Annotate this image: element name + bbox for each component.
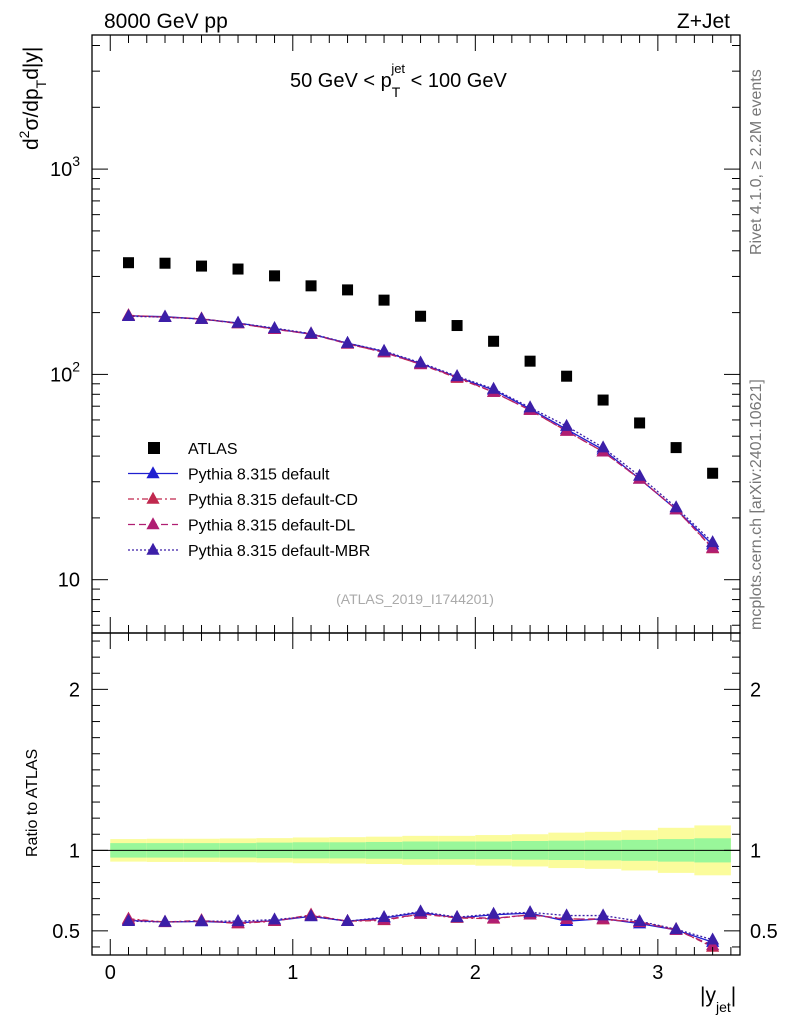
atlas-data-point <box>707 467 719 479</box>
x-tick-label: 1 <box>287 962 298 984</box>
ratio-tick-label-right: 0.5 <box>750 921 778 943</box>
legend-label-data: ATLAS <box>188 441 238 458</box>
mc-point-mbr <box>340 335 355 348</box>
atlas-data-point <box>159 257 171 269</box>
mc-point-mbr <box>413 355 428 368</box>
ratio-point-mbr <box>377 909 391 922</box>
legend-marker-dl <box>146 517 160 530</box>
legend-label-cd: Pythia 8.315 default-CD <box>188 492 358 509</box>
mc-point-mbr <box>559 418 574 431</box>
ratio-point-mbr <box>267 912 282 925</box>
ratio-point-mbr <box>413 904 428 917</box>
legend-label-mbr: Pythia 8.315 default-MBR <box>188 543 370 560</box>
legend-marker-atlas <box>148 442 160 454</box>
mc-point-mbr <box>486 381 501 394</box>
mc-point-mbr <box>121 309 136 322</box>
ratio-point-mbr <box>596 908 610 921</box>
mc-point-mbr <box>267 320 282 333</box>
atlas-data-point <box>305 280 317 292</box>
atlas-data-point <box>378 294 390 306</box>
ratio-tick-label-right: 1 <box>750 840 761 862</box>
ratio-point-mbr <box>231 913 245 926</box>
y-axis-label: d2σ/dpTd|y| <box>16 47 49 150</box>
analysis-id: (ATLAS_2019_I1744201) <box>336 591 494 607</box>
ratio-point-mbr <box>450 909 464 922</box>
mc-point-mbr <box>194 311 209 324</box>
process-label: Z+Jet <box>677 10 730 33</box>
y-tick-label: 103 <box>50 153 80 181</box>
atlas-data-point <box>670 442 682 454</box>
atlas-data-point <box>561 370 573 382</box>
mc-point-mbr <box>633 468 647 481</box>
ratio-point-mbr <box>669 922 683 935</box>
ratio-point-mbr <box>340 913 355 926</box>
cut-title: 50 GeV < pTjet < 100 GeV <box>290 61 507 100</box>
atlas-data-point <box>524 355 536 367</box>
ratio-line-cd <box>128 913 713 948</box>
ratio-tick-label-left: 1 <box>69 840 80 862</box>
mc-point-mbr <box>304 326 318 339</box>
ratio-tick-label-left: 0.5 <box>52 921 80 943</box>
mc-point-mbr <box>669 500 683 513</box>
mc-point-mbr <box>231 315 245 328</box>
x-axis-label: |yjet| <box>700 984 736 1015</box>
atlas-data-point <box>451 320 463 332</box>
legend-marker-mbr <box>146 542 160 555</box>
ratio-point-mbr <box>706 932 720 945</box>
atlas-data-point <box>597 394 609 406</box>
y-tick-label: 102 <box>50 358 80 386</box>
mc-point-mbr <box>450 369 464 382</box>
mc-line-cd <box>128 314 714 549</box>
legend-label-dl: Pythia 8.315 default-DL <box>188 518 355 535</box>
atlas-data-point <box>415 310 427 322</box>
mc-point-mbr <box>377 343 391 356</box>
atlas-data-point <box>342 284 354 296</box>
energy-label: 8000 GeV pp <box>104 10 228 33</box>
atlas-data-point <box>232 263 244 275</box>
mc-point-mbr <box>158 309 172 322</box>
atlas-data-point <box>634 417 646 429</box>
ratio-axis-label: Ratio to ATLAS <box>24 749 41 857</box>
legend-marker-cd <box>146 491 160 504</box>
x-tick-label: 2 <box>470 962 481 984</box>
ratio-line-dl <box>128 913 713 946</box>
mc-point-mbr <box>523 400 537 413</box>
legend-label-default: Pythia 8.315 default <box>188 467 330 484</box>
atlas-data-point <box>196 260 208 272</box>
x-tick-label: 0 <box>105 962 116 984</box>
ratio-tick-label-right: 2 <box>750 679 761 701</box>
mc-line-dl <box>128 315 714 549</box>
rivet-version-label: Rivet 4.1.0, ≥ 2.2M events <box>748 69 765 255</box>
mcplots-label: mcplots.cern.ch [arXiv:2401.10621] <box>748 379 765 630</box>
ratio-point-mbr <box>633 913 647 926</box>
ratio-tick-label-left: 2 <box>69 679 80 701</box>
ratio-frame <box>91 632 741 956</box>
ratio-point-mbr <box>304 909 318 922</box>
ratio-point-mbr <box>486 906 501 919</box>
legend: ATLAS Pythia 8.315 default Pythia 8.315 de… <box>128 441 370 560</box>
ratio-point-mbr <box>158 914 172 927</box>
mc-point-mbr <box>596 440 610 453</box>
atlas-data-point <box>488 335 500 347</box>
ratio-point-mbr <box>523 905 537 918</box>
ratio-point-mbr <box>194 913 209 926</box>
ratio-point-mbr <box>121 913 136 926</box>
mc-line-default <box>128 315 714 546</box>
y-tick-label: 10 <box>58 570 80 592</box>
atlas-data-point <box>123 257 135 269</box>
mc-point-mbr <box>706 535 720 548</box>
atlas-data-point <box>269 270 281 282</box>
legend-marker-default <box>146 466 160 479</box>
ratio-point-mbr <box>559 908 574 921</box>
x-tick-label: 3 <box>652 962 663 984</box>
